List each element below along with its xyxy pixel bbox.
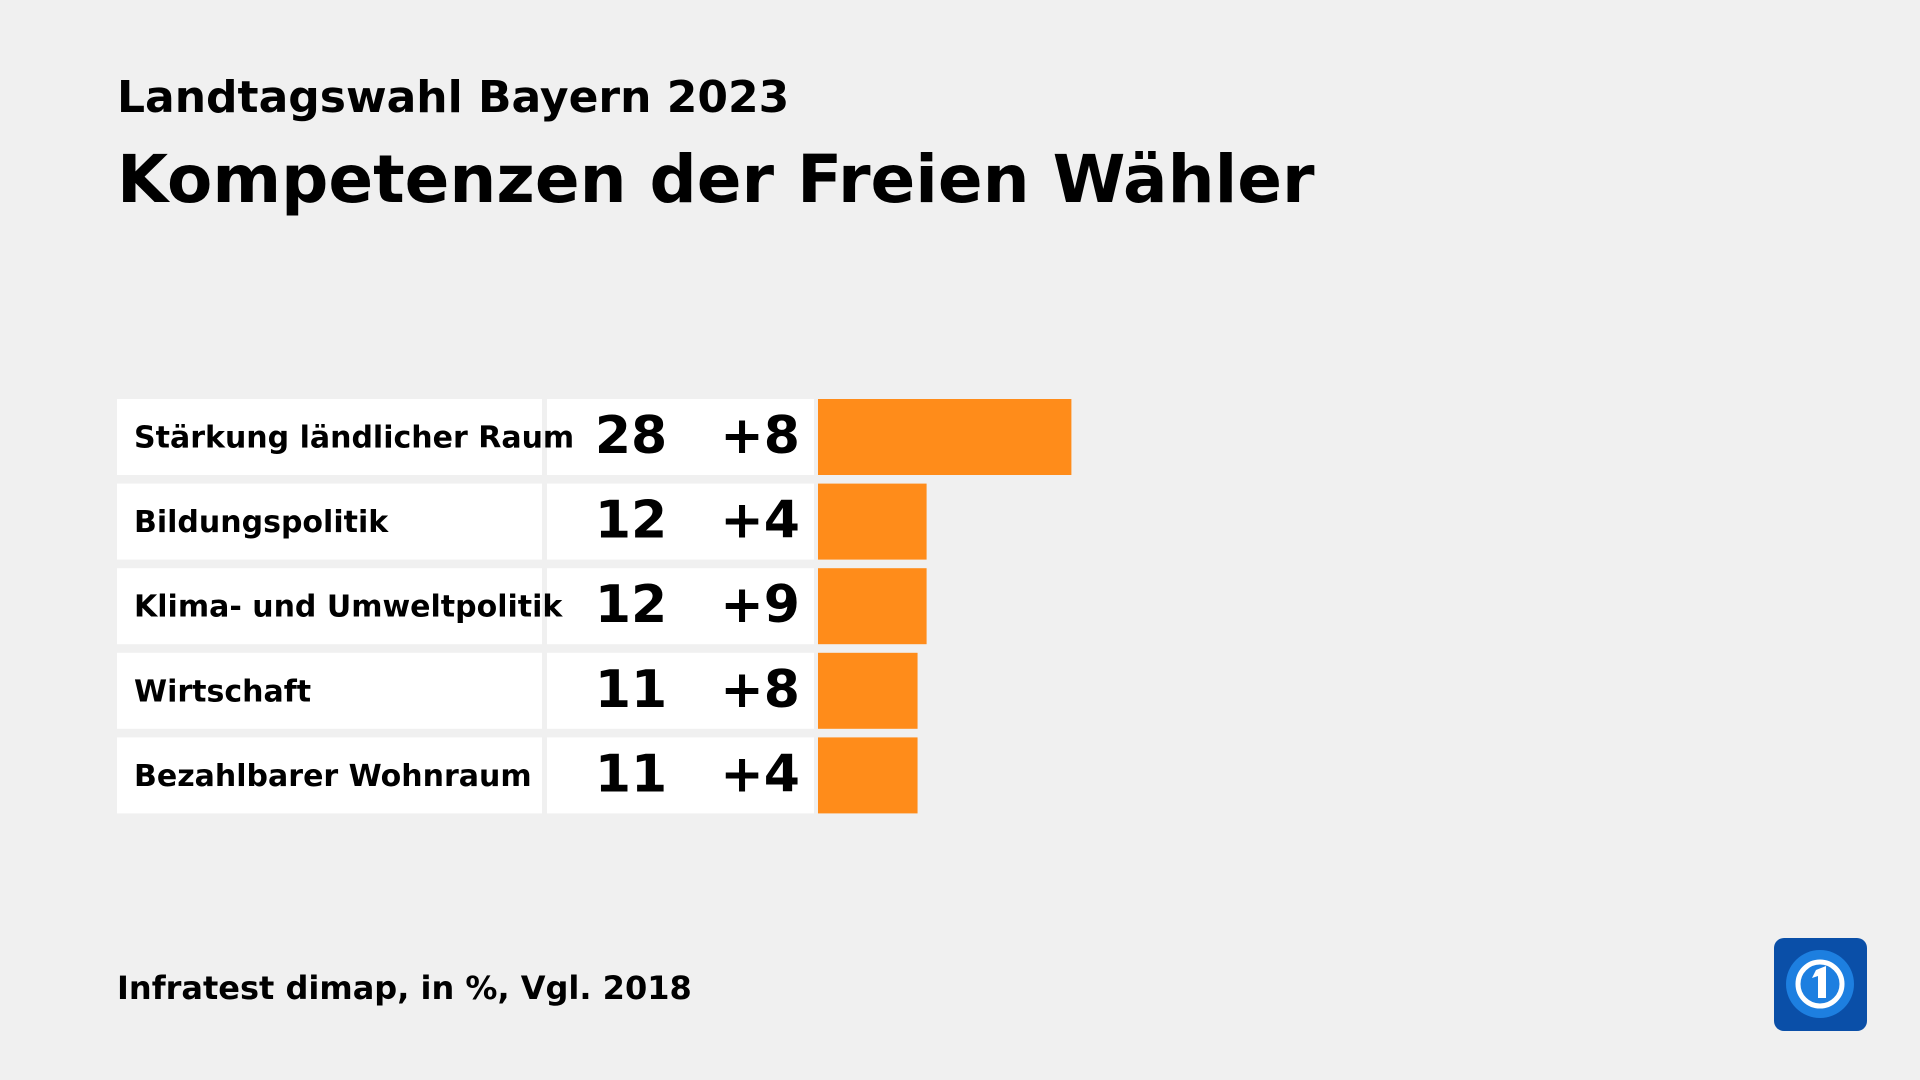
category-label: Klima- und Umweltpolitik (134, 590, 563, 625)
logo-one (1812, 966, 1826, 998)
value-label: 12 (595, 575, 667, 635)
label-cell (117, 399, 542, 475)
chart-title: Kompetenzen der Freien Wähler (117, 141, 1315, 218)
value-label: 28 (595, 406, 667, 466)
chart-subtitle: Landtagswahl Bayern 2023 (117, 72, 789, 123)
source-note: Infratest dimap, in %, Vgl. 2018 (117, 969, 692, 1007)
bar (818, 737, 918, 814)
value-label: 11 (595, 660, 667, 720)
value-cell (547, 483, 814, 560)
value-cell (547, 399, 814, 475)
change-label: +9 (720, 575, 800, 635)
value-label: 11 (595, 744, 667, 804)
label-cell (117, 568, 542, 645)
bar (818, 483, 927, 560)
bar (818, 399, 1072, 475)
change-label: +8 (720, 660, 800, 720)
category-label: Stärkung ländlicher Raum (134, 421, 574, 456)
label-cell (117, 737, 542, 814)
label-cell (117, 652, 542, 729)
value-cell (547, 568, 814, 645)
value-cell (547, 737, 814, 814)
label-cell (117, 483, 542, 560)
change-label: +4 (720, 744, 800, 804)
logo (1774, 938, 1867, 1031)
change-label: +8 (720, 406, 800, 466)
logo-ring (1795, 959, 1845, 1009)
bar (818, 568, 927, 645)
value-label: 12 (595, 491, 667, 551)
category-label: Bezahlbarer Wohnraum (134, 759, 532, 794)
category-label: Bildungspolitik (134, 505, 389, 540)
change-label: +4 (720, 491, 800, 551)
bar (818, 652, 918, 729)
category-label: Wirtschaft (134, 674, 311, 709)
value-cell (547, 652, 814, 729)
